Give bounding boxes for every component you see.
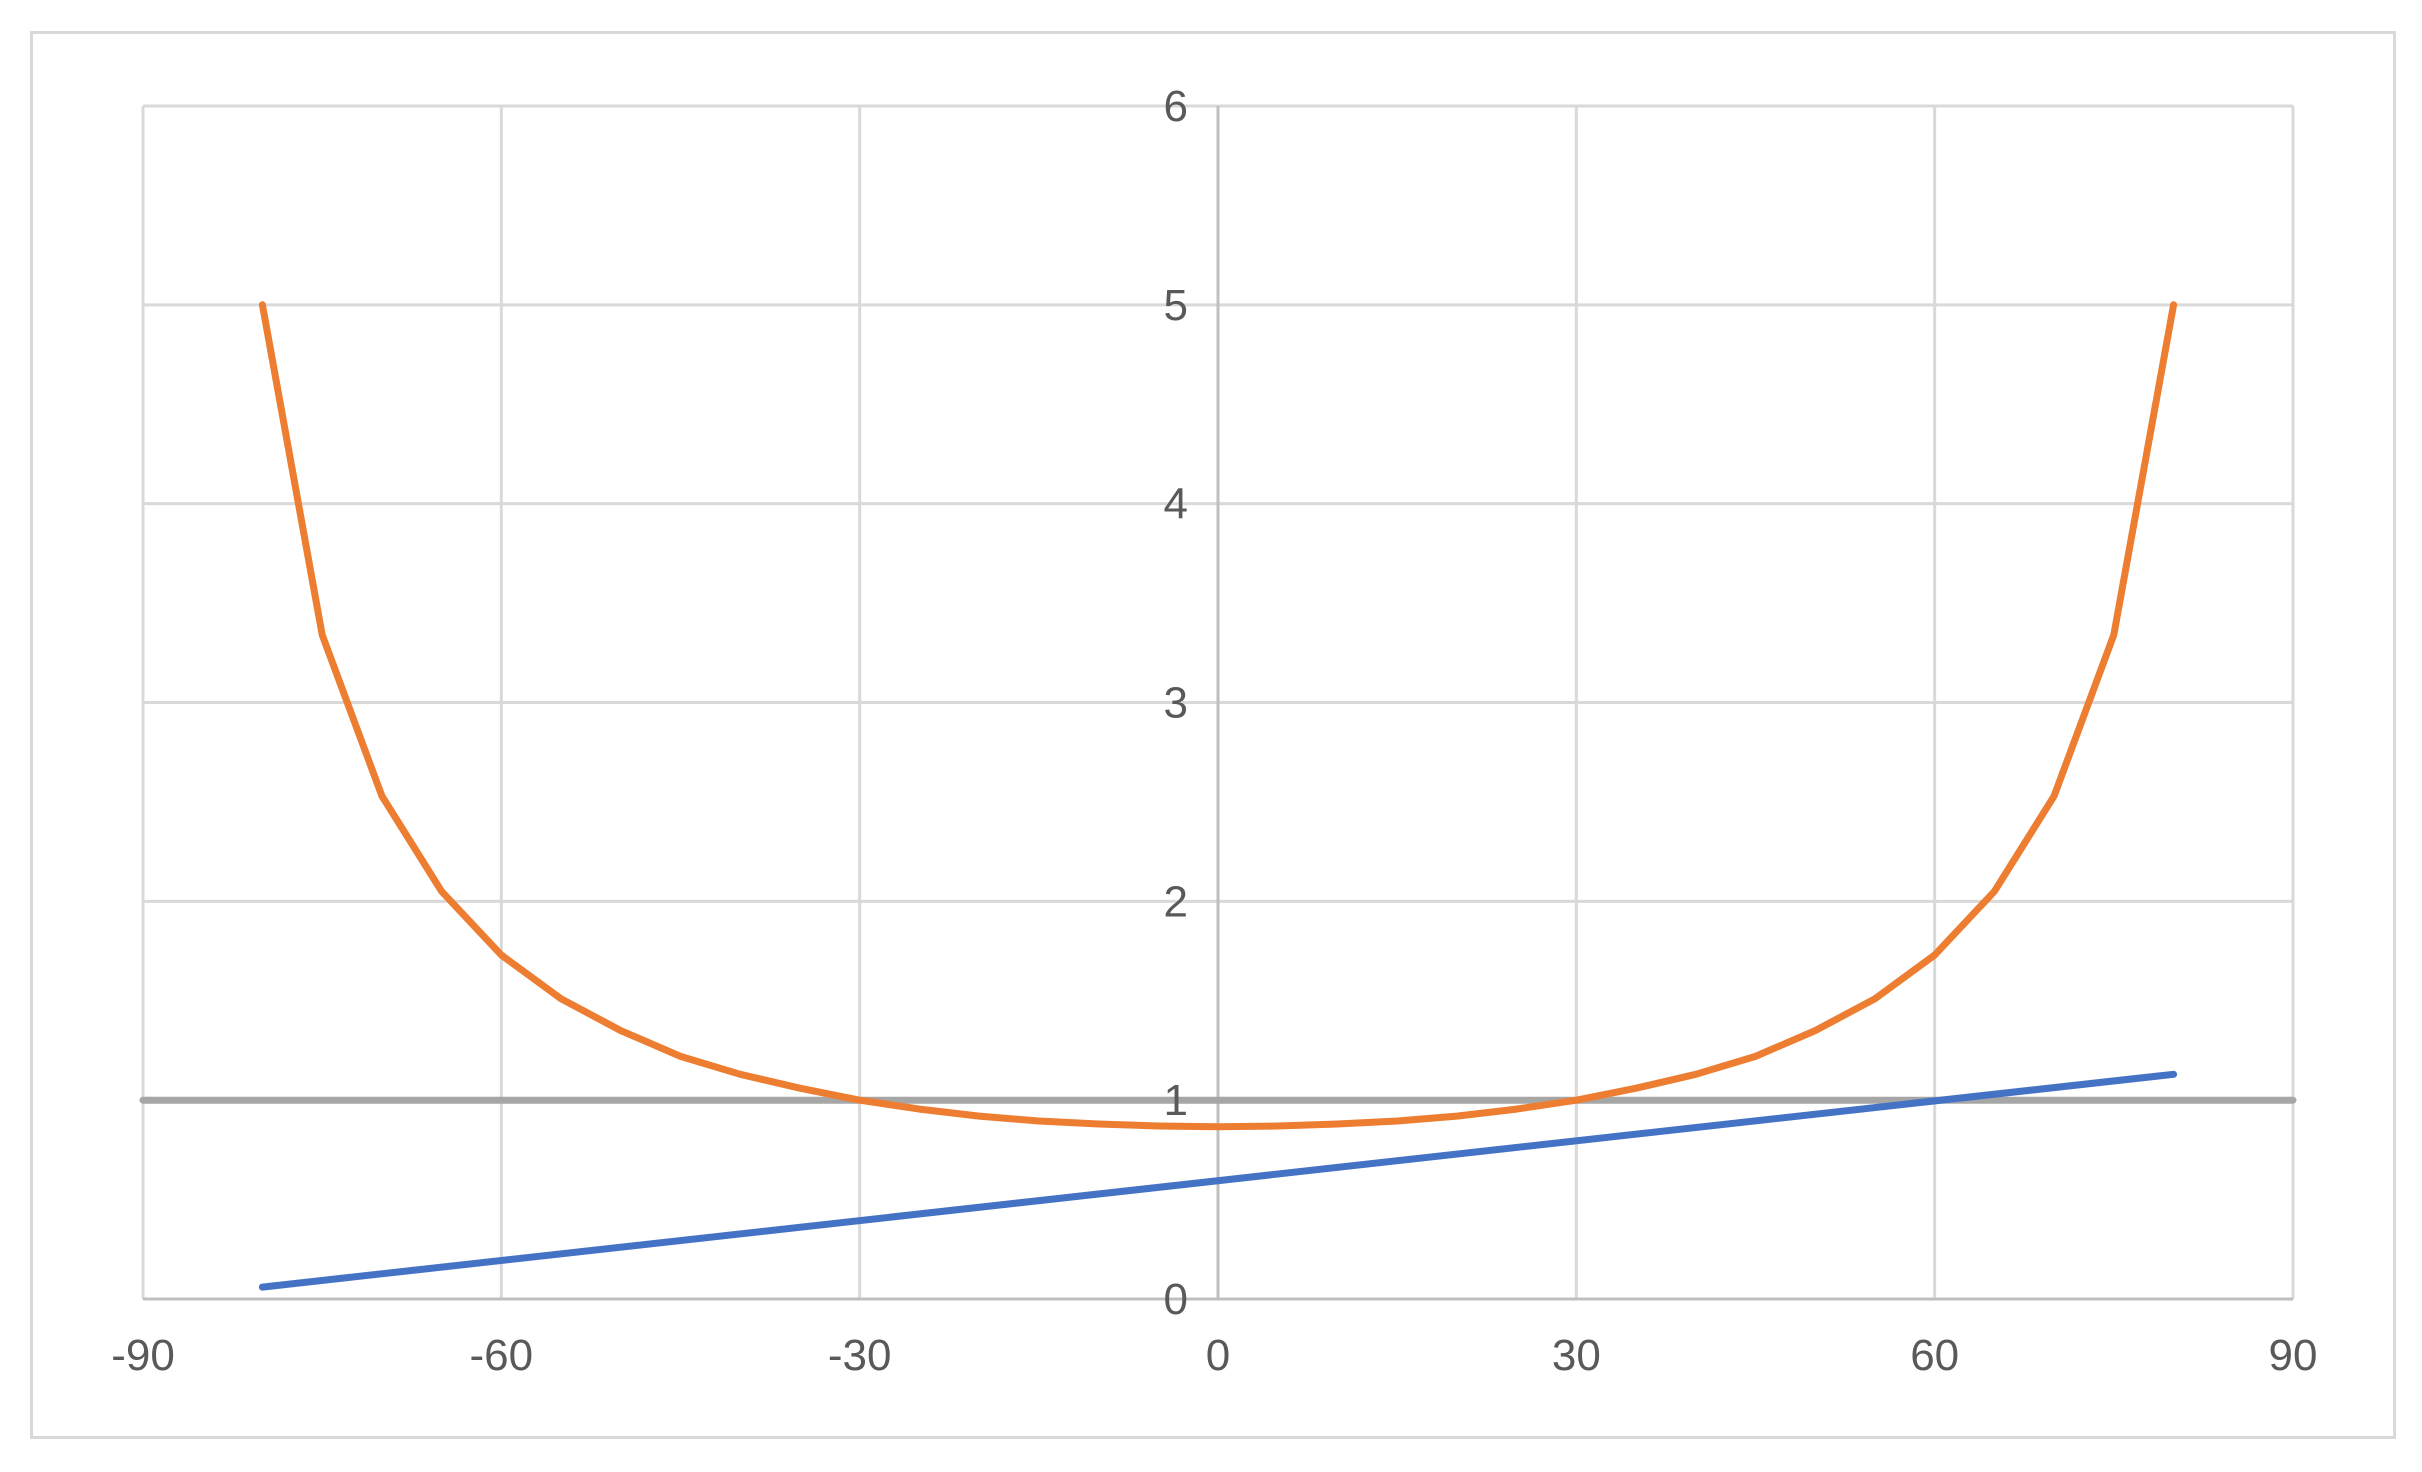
chart-frame: -90 -60 -30 0 30 60 90 0 1 2 3 4 5 6 — [30, 31, 2396, 1439]
x-tick-label: 90 — [2269, 1331, 2318, 1380]
y-tick-label: 2 — [1164, 877, 1188, 926]
x-axis-tick-labels: -90 -60 -30 0 30 60 90 — [111, 1331, 2317, 1380]
y-tick-label: 1 — [1164, 1076, 1188, 1125]
x-tick-label: 0 — [1206, 1331, 1230, 1380]
y-tick-label: 4 — [1164, 480, 1188, 529]
y-tick-label: 3 — [1164, 679, 1188, 728]
y-tick-label: 0 — [1164, 1275, 1188, 1324]
series-layer — [139, 301, 2297, 1291]
line-chart: -90 -60 -30 0 30 60 90 0 1 2 3 4 5 6 — [111, 82, 2317, 1380]
x-tick-label: -30 — [828, 1331, 892, 1380]
x-tick-label: 60 — [1910, 1331, 1959, 1380]
y-axis-tick-labels: 0 1 2 3 4 5 6 — [1164, 82, 1188, 1324]
series-line-1 — [258, 301, 2178, 1131]
y-tick-label: 6 — [1164, 82, 1188, 131]
x-tick-label: -60 — [470, 1331, 534, 1380]
y-tick-label: 5 — [1164, 281, 1188, 330]
series-line-2 — [258, 1070, 2178, 1291]
x-tick-label: -90 — [111, 1331, 175, 1380]
x-tick-label: 30 — [1552, 1331, 1601, 1380]
